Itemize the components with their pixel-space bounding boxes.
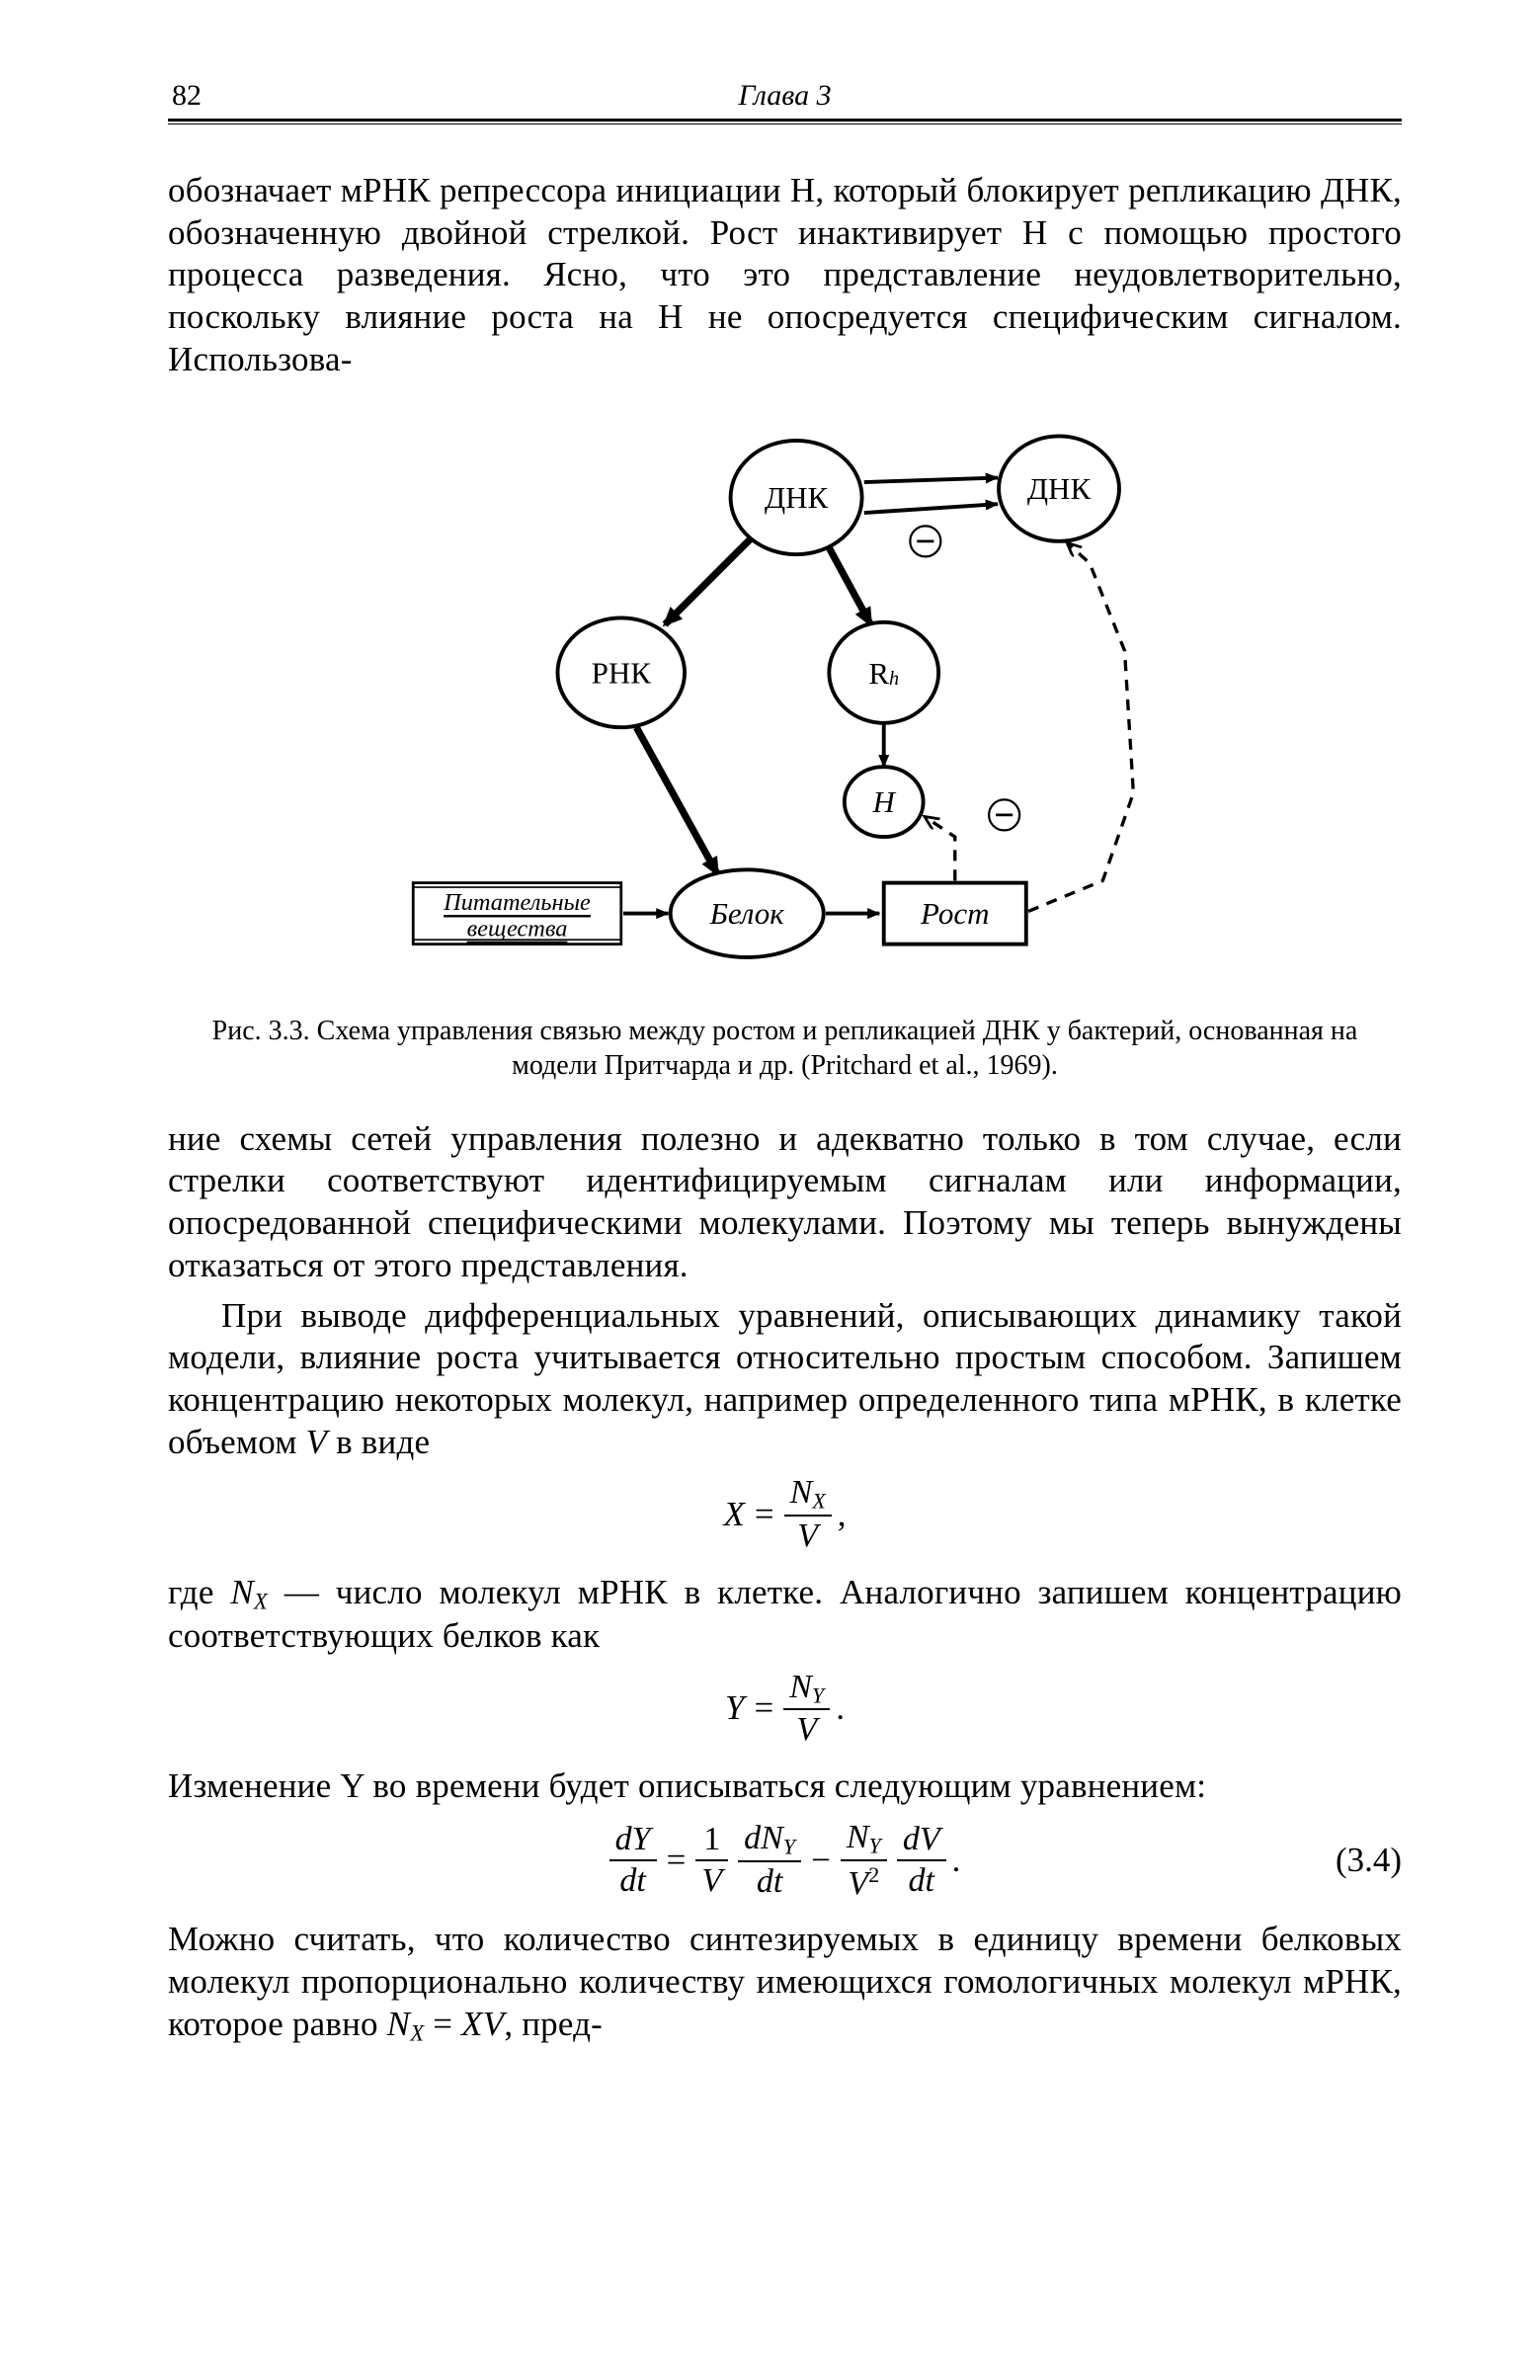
paragraph-5: Изменение Y во времени будет описываться… (168, 1765, 1402, 1808)
page-number: 82 (172, 79, 202, 113)
paragraph-4: где NX — число молекул мРНК в клетке. Ан… (168, 1572, 1402, 1658)
svg-text:Белок: Белок (708, 897, 784, 932)
svg-text:Питательные: Питательные (443, 889, 591, 916)
chapter-label: Глава 3 (738, 79, 831, 113)
equation-X: X = NX V , (168, 1475, 1402, 1553)
figure-caption: Рис. 3.3. Схема управления связью между … (203, 1015, 1368, 1082)
svg-text:вещества: вещества (466, 916, 567, 943)
svg-text:ДНК: ДНК (764, 480, 828, 515)
paragraph-3: При выводе дифференциальных уравнений, о… (168, 1295, 1402, 1464)
paragraph-1: обозначает мРНК репрессора инициации H, … (168, 170, 1402, 380)
equation-Y: Y = NY V . (168, 1670, 1402, 1748)
rule-thin (168, 123, 1402, 124)
equation-number: (3.4) (1336, 1841, 1402, 1880)
svg-text:Рост: Рост (920, 897, 990, 932)
svg-text:H: H (871, 785, 896, 820)
paragraph-2: ние схемы сетей управления полезно и аде… (168, 1118, 1402, 1287)
equation-3-4: dY dt = 1 V dNY dt − NY V2 dV (168, 1820, 1402, 1902)
svg-text:ДНК: ДНК (1026, 472, 1091, 507)
svg-text:РНК: РНК (591, 656, 651, 691)
figure-3-3: ДНКДНКРНКRhHБелокРостПитательныевещества (168, 398, 1402, 991)
diagram-svg: ДНКДНКРНКRhHБелокРостПитательныевещества (380, 398, 1190, 991)
rule-thick (168, 119, 1402, 122)
paragraph-6: Можно считать, что количество синтезируе… (168, 1919, 1402, 2047)
